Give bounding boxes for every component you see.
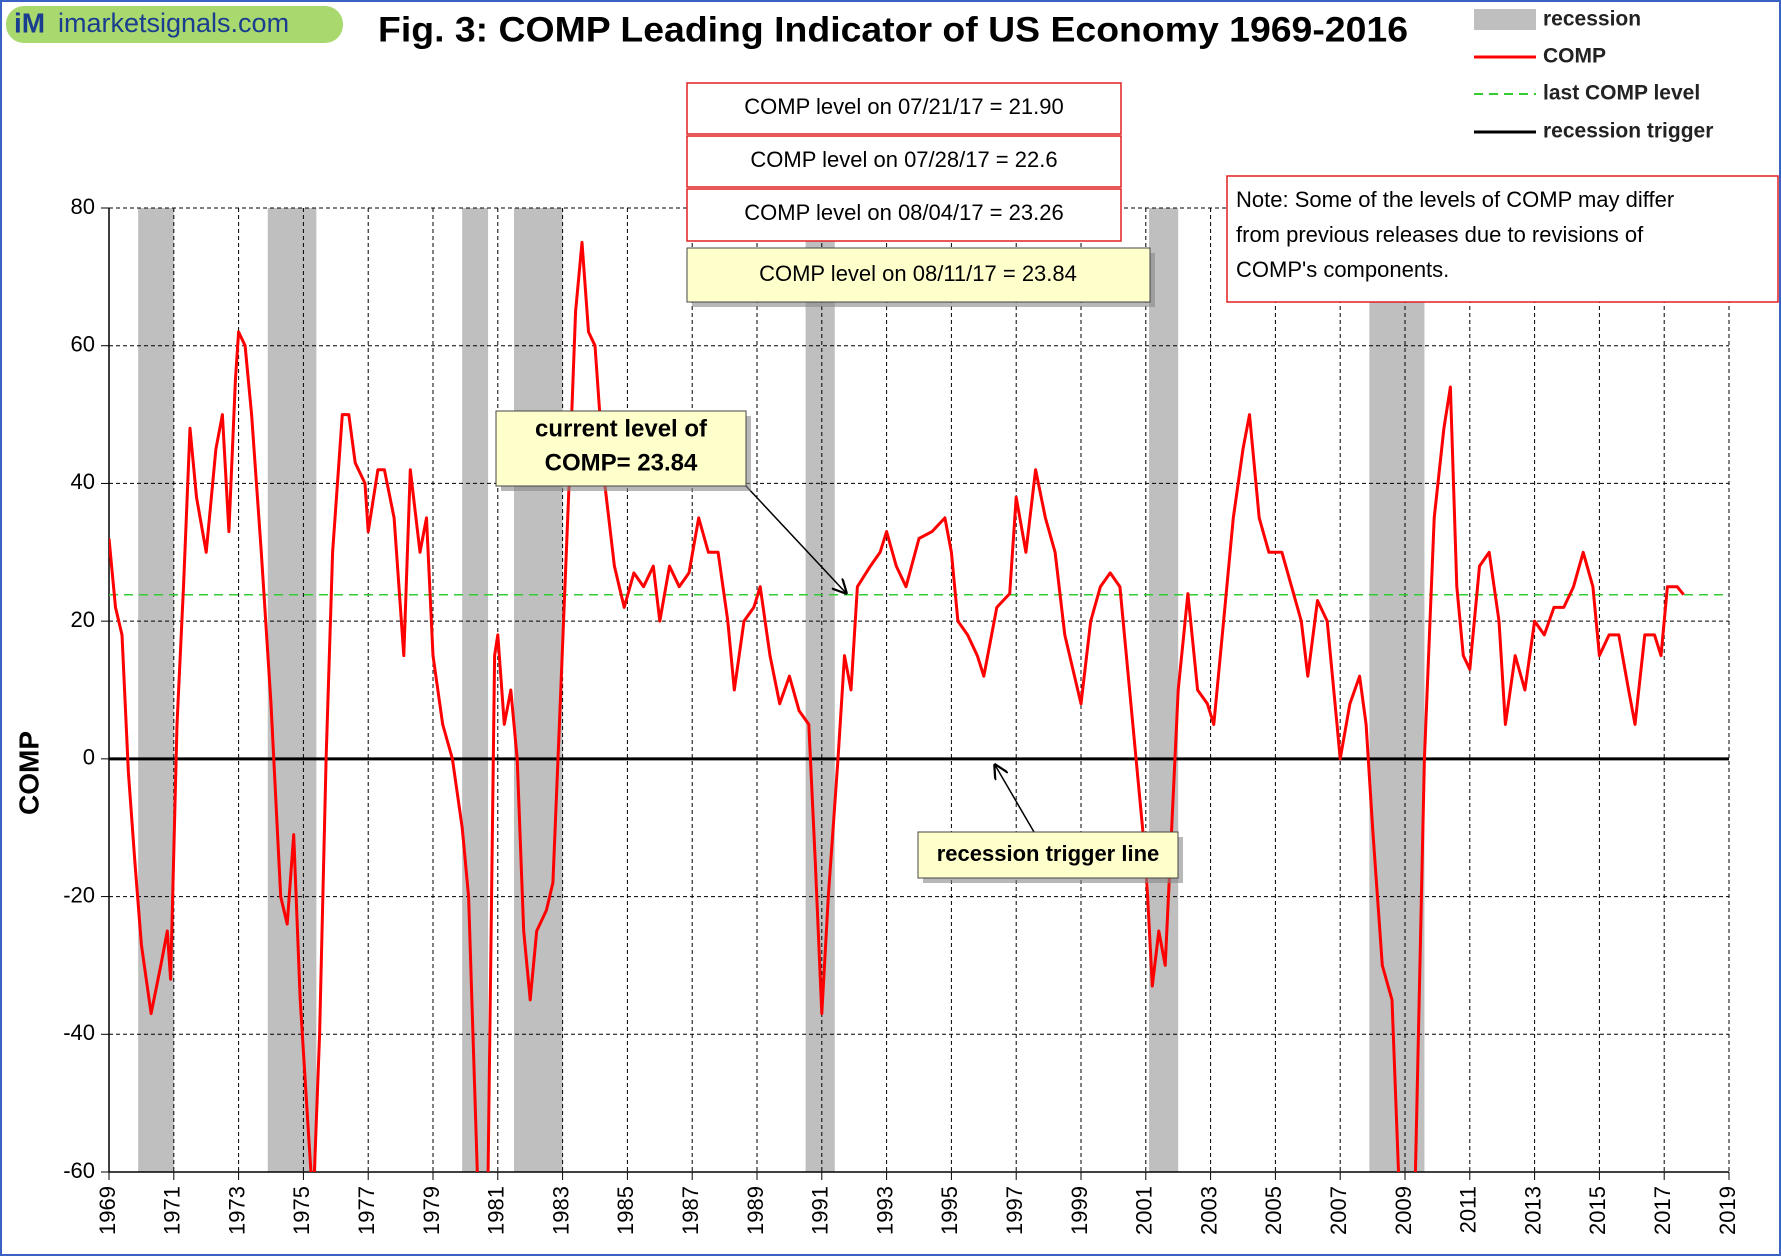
legend: recession COMP last COMP level recession tr… — [1474, 8, 1713, 143]
recession-band — [1149, 208, 1179, 1172]
callout-text: COMP= 23.84 — [545, 449, 698, 476]
legend-label: last COMP level — [1543, 82, 1700, 105]
level-text: COMP level on 08/04/17 = 23.26 — [744, 200, 1063, 225]
y-tick-label: 20 — [71, 607, 95, 632]
level-box — [686, 135, 1122, 188]
note-text: Note: Some of the levels of COMP may dif… — [1236, 187, 1674, 212]
recession-band — [267, 208, 317, 1172]
level-text: COMP level on 07/28/17 = 22.6 — [750, 147, 1057, 172]
y-tick-label: 80 — [71, 194, 95, 219]
y-tick-label: 0 — [83, 745, 95, 770]
level-box-current — [686, 247, 1151, 303]
x-tick-label: 1975 — [289, 1186, 314, 1235]
x-tick-label: 2009 — [1391, 1186, 1416, 1235]
brand-logo: iM — [14, 7, 45, 38]
x-tick-label: 1989 — [743, 1186, 768, 1235]
y-axis-label: COMP — [13, 731, 44, 815]
legend-label: recession — [1543, 8, 1641, 31]
x-tick-label: 1969 — [95, 1186, 120, 1235]
note-text: from previous releases due to revisions … — [1236, 222, 1644, 247]
y-tick-label: 40 — [71, 469, 95, 494]
level-text: COMP level on 07/21/17 = 21.90 — [744, 94, 1063, 119]
x-tick-label: 1971 — [160, 1186, 185, 1235]
level-box — [686, 188, 1122, 242]
y-tick-label: -60 — [63, 1158, 95, 1183]
x-tick-label: 1991 — [808, 1186, 833, 1235]
level-box — [686, 82, 1122, 135]
legend-label: COMP — [1543, 45, 1606, 68]
note-box — [1226, 175, 1779, 303]
x-tick-label: 2013 — [1520, 1186, 1545, 1235]
x-tick-label: 1993 — [872, 1186, 897, 1235]
x-tick-label: 2007 — [1326, 1186, 1351, 1235]
background-layer: -60 -40 -20 0 20 40 60 80 1969 1971 1973 1975 1977 19… — [63, 194, 1740, 1235]
x-tick-label: 2011 — [1456, 1186, 1481, 1233]
callout-arrow — [745, 485, 846, 593]
brand-badge — [6, 6, 343, 43]
recession-band — [462, 208, 489, 1172]
recession-band — [138, 208, 174, 1172]
callout-text: recession trigger line — [937, 841, 1160, 866]
x-tick-label: 2005 — [1261, 1186, 1286, 1235]
legend-swatch — [1474, 9, 1536, 30]
x-tick-label: 2017 — [1650, 1186, 1675, 1235]
y-tick-label: 60 — [71, 332, 95, 357]
recession-band — [1369, 208, 1425, 1172]
x-tick-label: 2019 — [1715, 1186, 1740, 1235]
callout-text: current level of — [535, 415, 708, 442]
x-tick-label: 1973 — [224, 1186, 249, 1235]
x-tick-label: 1995 — [937, 1186, 962, 1235]
x-tick-label: 1979 — [419, 1186, 444, 1235]
y-tick-label: -20 — [63, 882, 95, 907]
legend-label: recession trigger — [1543, 120, 1713, 143]
x-tick-label: 2001 — [1132, 1186, 1157, 1235]
x-tick-label: 1987 — [678, 1186, 703, 1235]
plot-layer — [109, 240, 1729, 1172]
x-tick-label: 1983 — [548, 1186, 573, 1235]
callout-box — [495, 410, 747, 487]
x-tick-label: 1999 — [1067, 1186, 1092, 1235]
x-tick-label: 2003 — [1196, 1186, 1221, 1235]
callout-arrow — [995, 765, 1035, 833]
chart-title: Fig. 3: COMP Leading Indicator of US Eco… — [378, 10, 1408, 49]
note-text: COMP's components. — [1236, 257, 1449, 282]
recession-band — [514, 208, 563, 1172]
brand-site: imarketsignals.com — [58, 8, 289, 38]
x-tick-label: 1981 — [484, 1186, 509, 1235]
callout-box — [917, 831, 1179, 879]
x-tick-label: 1977 — [354, 1186, 379, 1235]
x-tick-label: 1997 — [1002, 1186, 1027, 1235]
y-tick-label: -40 — [63, 1020, 95, 1045]
x-tick-label: 2015 — [1585, 1186, 1610, 1235]
series-line — [109, 240, 1685, 1172]
recession-band — [805, 208, 835, 1172]
x-tick-label: 1985 — [613, 1186, 638, 1235]
level-text: COMP level on 08/11/17 = 23.84 — [759, 261, 1077, 286]
